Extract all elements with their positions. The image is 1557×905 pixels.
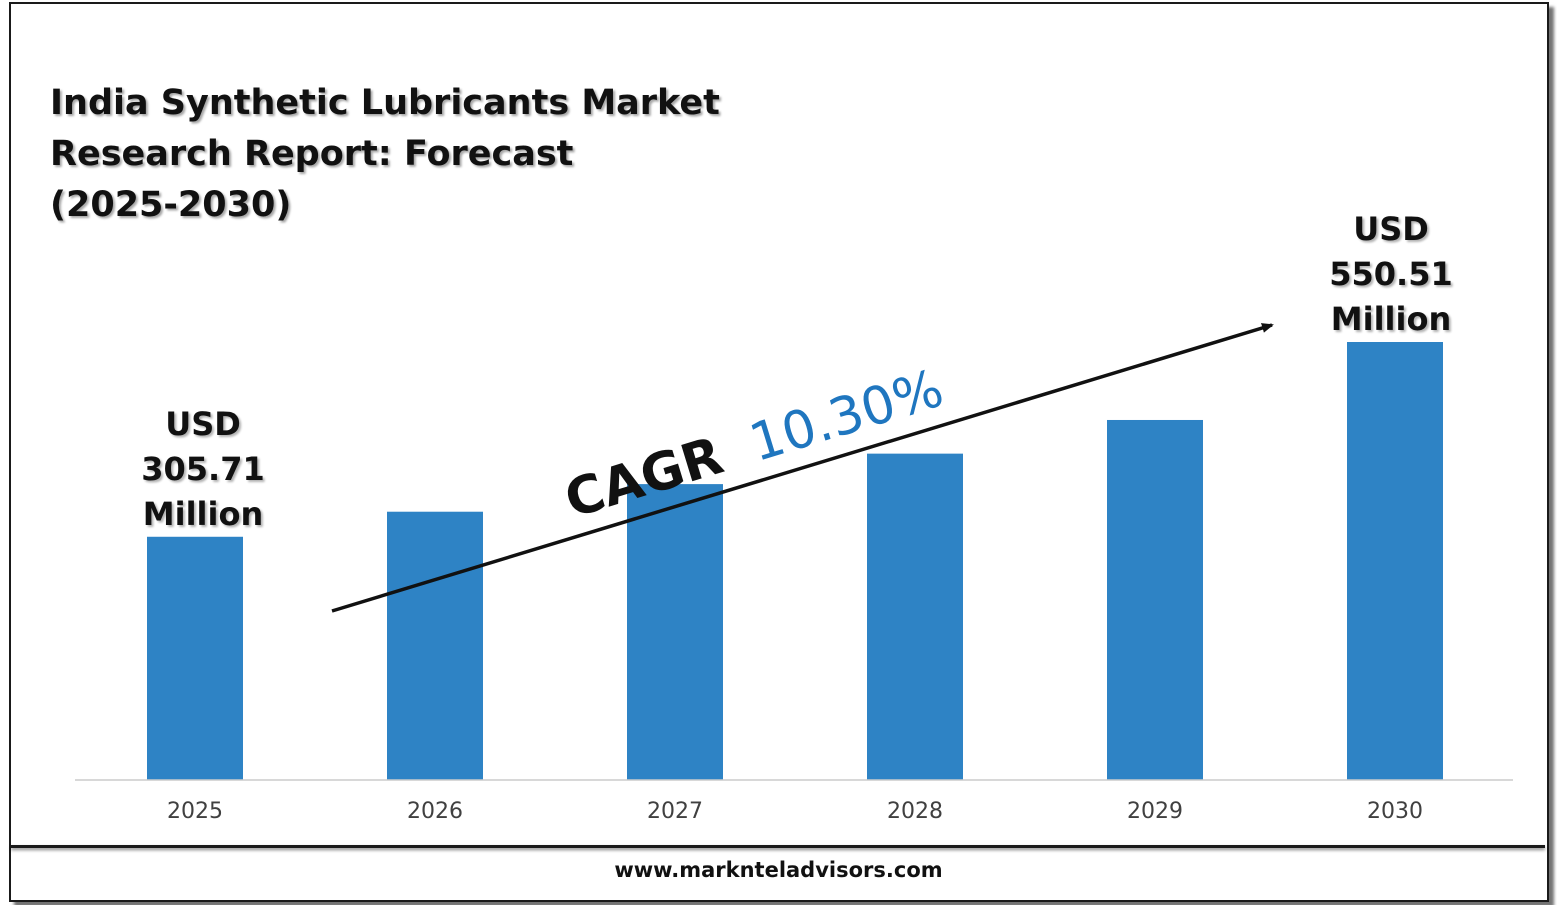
bar-2025 xyxy=(147,536,243,780)
cagr-arrow xyxy=(331,323,1274,613)
chart-frame xyxy=(9,2,1549,902)
data-label-2030: USD 550.51 Million xyxy=(1329,210,1452,338)
data-label-2025-line-2: 305.71 xyxy=(141,450,264,488)
footer-url: www.marknteladvisors.com xyxy=(614,858,943,882)
x-tick-2025: 2025 xyxy=(167,799,223,824)
chart-title: India Synthetic Lubricants Market Resear… xyxy=(50,78,750,231)
bar-2026 xyxy=(387,511,483,780)
x-tick-2027: 2027 xyxy=(647,799,703,824)
x-tick-labels: 2025 2026 2027 2028 2029 2030 xyxy=(167,799,1423,824)
bar-2027 xyxy=(627,484,723,780)
chart-title-line-1: India Synthetic Lubricants Market xyxy=(50,83,720,123)
bar-2030 xyxy=(1347,342,1443,780)
x-tick-2026: 2026 xyxy=(407,799,463,824)
x-tick-2029: 2029 xyxy=(1127,799,1183,824)
bar-2028 xyxy=(867,453,963,780)
data-label-2030-line-3: Million xyxy=(1331,300,1451,338)
chart-title-line-3: (2025-2030) xyxy=(50,185,292,225)
data-labels: USD 305.71 Million USD 550.51 Million xyxy=(141,210,1452,533)
bar-2029 xyxy=(1107,419,1203,780)
data-label-2025-line-3: Million xyxy=(143,495,263,533)
footer-divider xyxy=(11,845,1545,848)
bars-layer xyxy=(147,342,1443,780)
x-tick-2028: 2028 xyxy=(887,799,943,824)
data-label-2030-line-2: 550.51 xyxy=(1329,255,1452,293)
data-label-2025: USD 305.71 Million xyxy=(141,405,264,533)
x-tick-2030: 2030 xyxy=(1367,799,1423,824)
data-label-2025-line-1: USD xyxy=(165,405,241,443)
data-label-2030-line-1: USD xyxy=(1353,210,1429,248)
chart-title-line-2: Research Report: Forecast xyxy=(50,134,574,174)
